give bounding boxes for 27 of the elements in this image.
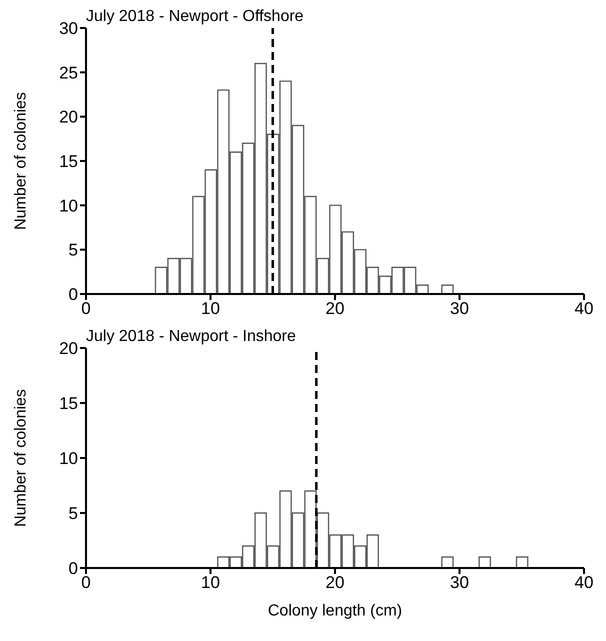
x-tick-label: 30 (450, 573, 469, 592)
y-tick-label: 10 (59, 196, 78, 216)
y-tick-label: 0 (68, 285, 78, 304)
y-tick-label: 10 (59, 449, 78, 468)
y-tick-label: 30 (59, 19, 78, 38)
y-tick-label: 20 (59, 339, 78, 358)
chart-title: July 2018 - Newport - Offshore (86, 8, 304, 26)
x-tick-label: 0 (81, 299, 91, 318)
chart-title: July 2018 - Newport - Inshore (86, 328, 296, 346)
x-tick-label: 40 (574, 299, 594, 318)
y-tick-label: 5 (68, 504, 78, 524)
y-axis-title: Number of colonies (12, 92, 30, 230)
y-tick-label: 20 (59, 108, 78, 127)
x-tick-label: 40 (574, 573, 594, 592)
x-tick-label: 30 (450, 299, 469, 318)
y-axis-title: Number of colonies (12, 389, 30, 527)
y-tick-label: 0 (68, 559, 78, 578)
y-tick-label: 25 (59, 63, 78, 82)
y-tick-label: 5 (68, 240, 78, 260)
x-tick-label: 20 (326, 299, 344, 318)
x-tick-label: 10 (201, 299, 220, 318)
x-tick-label: 10 (201, 573, 220, 592)
x-tick-label: 20 (326, 573, 344, 592)
y-tick-label: 15 (59, 394, 78, 414)
x-axis-title: Colony length (cm) (268, 602, 402, 620)
y-tick-label: 15 (59, 152, 78, 172)
x-tick-label: 0 (81, 573, 91, 592)
